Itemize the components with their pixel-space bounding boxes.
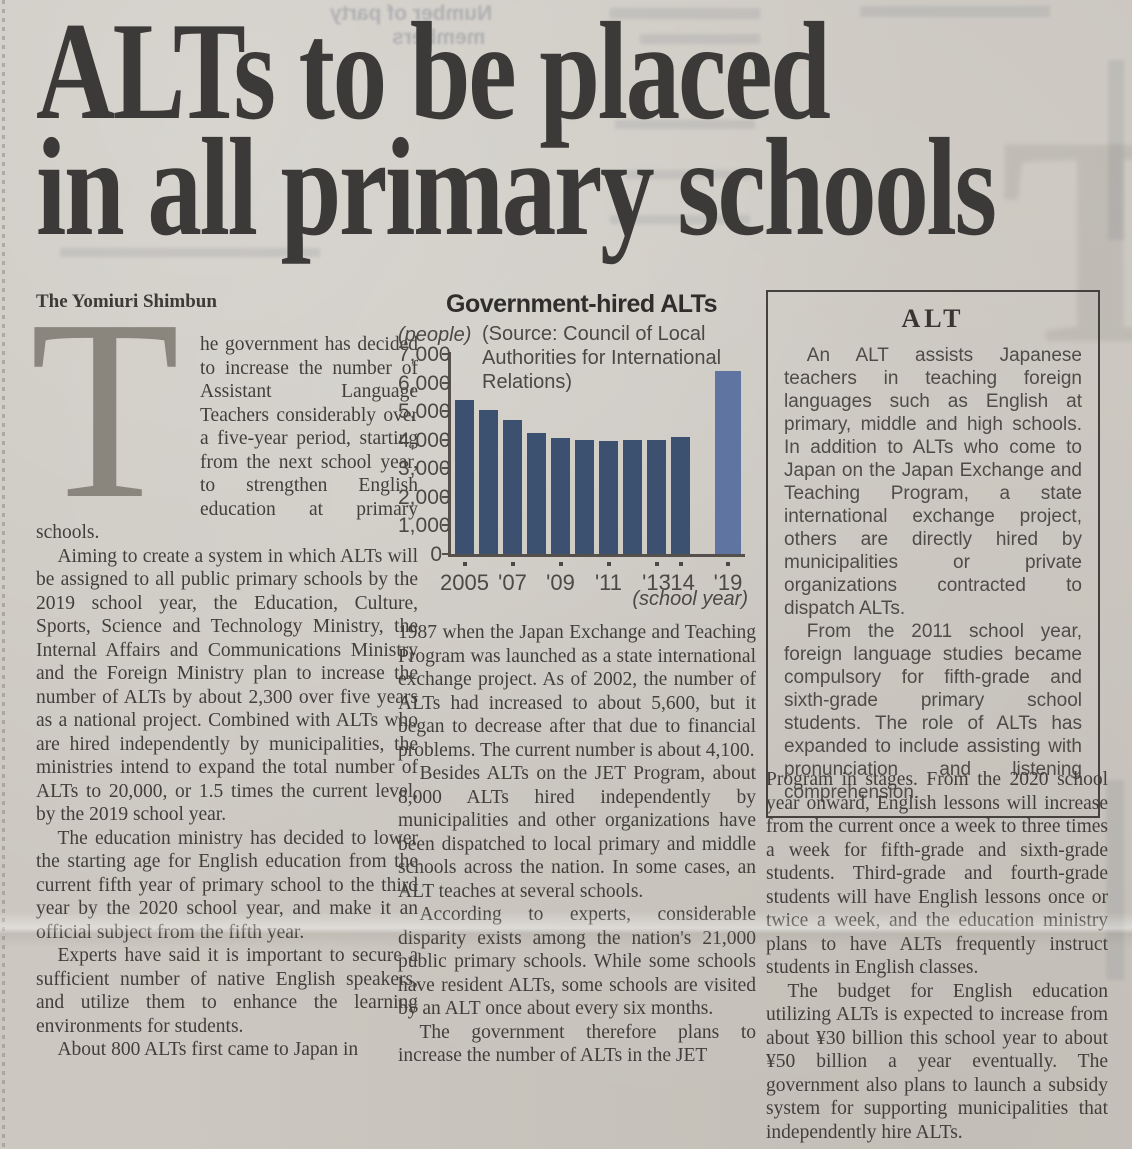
x-tick-dot	[462, 562, 467, 566]
y-tick-label: 3,000	[398, 457, 451, 481]
x-tick-label: '07	[498, 570, 527, 595]
y-tick-mark	[442, 381, 448, 384]
x-tick-dot	[678, 562, 683, 566]
paragraph: The government therefore plans to increa…	[398, 1021, 756, 1067]
alt-bar-chart: Government-hired ALTs (people) (Source: …	[398, 288, 756, 622]
info-box-paragraph: From the 2011 school year, foreign langu…	[784, 621, 1082, 803]
x-axis	[448, 554, 745, 557]
chart-source: (Source: Council of Local Authorities fo…	[482, 323, 722, 393]
x-tick-dot	[510, 562, 515, 566]
x-tick-dot	[606, 562, 611, 566]
x-tick-dot	[654, 562, 659, 566]
x-tick-label: '14	[666, 570, 695, 595]
y-tick-label: 1,000	[398, 514, 451, 538]
alt-info-box: ALT An ALT assists Japanese teachers in …	[766, 290, 1100, 818]
paragraph: According to experts, considerable dispa…	[398, 904, 756, 1019]
bar-2007	[503, 420, 522, 554]
paragraph: 1987 when the Japan Exchange and Teachin…	[398, 622, 756, 761]
ghost-smudge	[1106, 780, 1124, 980]
x-tick-label: '19	[713, 570, 743, 595]
ghost-smudge	[610, 215, 750, 224]
ghost-smudge	[640, 34, 760, 44]
chart-x-axis-note: (school year)	[632, 588, 748, 610]
y-tick-label: 2,000	[398, 485, 451, 509]
y-tick-label: 6,000	[398, 371, 451, 395]
y-tick-mark	[442, 438, 448, 441]
x-tick-label: '13	[642, 570, 671, 595]
paragraph: Experts have said it is important to sec…	[36, 945, 418, 1037]
y-tick-mark	[442, 524, 448, 527]
bar-2011	[599, 441, 618, 554]
y-tick-label: 0	[430, 543, 442, 566]
x-tick-label: '11	[594, 570, 623, 595]
y-tick-mark	[442, 410, 448, 413]
headline-line2: in all primary schools	[36, 110, 997, 265]
article-column-3: Program in stages. From the 2020 school …	[766, 768, 1108, 1144]
drop-cap: T	[30, 266, 180, 552]
headline-line1: ALTs to be placed	[36, 0, 831, 149]
info-box-paragraph: An ALT assists Japanese teachers in teac…	[784, 345, 1082, 619]
perforated-edge	[2, 0, 5, 1149]
paragraph: Aiming to create a system in which ALTs …	[36, 545, 418, 826]
bar-2005	[455, 400, 474, 554]
y-tick-label: 4,000	[398, 428, 451, 452]
x-tick-label: 2005	[440, 570, 489, 595]
paragraph: Besides ALTs on the JET Program, about 8…	[398, 763, 756, 902]
ghost-smudge	[615, 120, 755, 129]
y-tick-label: 5,000	[398, 400, 451, 424]
bar-2019	[715, 371, 741, 554]
ghost-smudge	[1108, 60, 1124, 240]
paragraph: About 800 ALTs first came to Japan in	[57, 1039, 359, 1060]
paragraph: The budget for English education utilizi…	[766, 980, 1108, 1143]
y-tick-mark	[442, 495, 448, 498]
chart-unit-label: (people)	[398, 324, 472, 346]
ghost-smudge	[860, 6, 1050, 17]
chart-title: Government-hired ALTs	[446, 290, 718, 318]
bar-2006	[479, 410, 498, 554]
bar-2010	[575, 440, 594, 554]
y-tick-mark	[442, 467, 448, 470]
x-tick-dot	[558, 562, 563, 566]
x-tick-label: '09	[546, 570, 575, 595]
byline: The Yomiuri Shimbun	[36, 291, 217, 312]
y-tick-mark	[442, 353, 448, 355]
ghost-smudge	[610, 8, 760, 19]
y-tick-label: 7,000	[398, 343, 451, 366]
y-axis	[448, 352, 451, 556]
bar-2008	[527, 433, 546, 554]
article-column-2: 1987 when the Japan Exchange and Teachin…	[398, 621, 756, 1068]
paragraph: The education ministry has decided to lo…	[36, 827, 418, 943]
bar-2009	[551, 438, 570, 554]
info-box-title: ALT	[901, 304, 965, 333]
fold-crease	[0, 912, 1132, 948]
x-tick-dot	[726, 562, 730, 566]
bar-2012	[623, 440, 642, 554]
ghost-smudge	[60, 248, 320, 257]
paragraph: Program in stages. From the 2020 school …	[766, 769, 1108, 978]
bar-2013	[647, 440, 666, 554]
y-tick-mark	[442, 553, 448, 555]
ghost-smudge	[625, 170, 750, 179]
bar-2014	[671, 437, 690, 554]
